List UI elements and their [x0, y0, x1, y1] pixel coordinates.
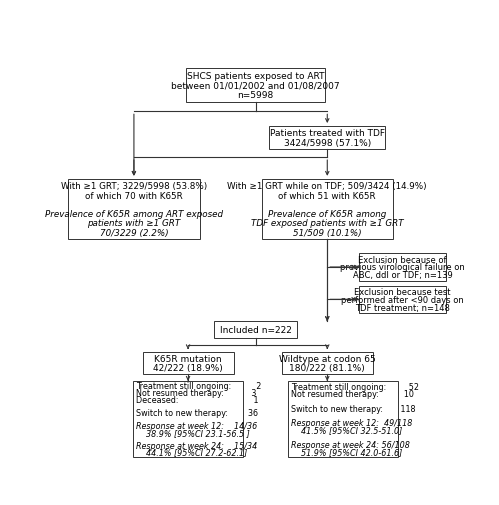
Text: Exclusion because test: Exclusion because test — [354, 287, 451, 296]
Text: Patients treated with TDF: Patients treated with TDF — [270, 129, 385, 138]
Text: TDF treatment; n=148: TDF treatment; n=148 — [355, 303, 450, 312]
Bar — [143, 352, 234, 374]
Text: ABC, ddI or TDF; n=139: ABC, ddI or TDF; n=139 — [353, 271, 453, 280]
Text: 3424/5998 (57.1%): 3424/5998 (57.1%) — [283, 138, 371, 147]
Text: With ≥1 GRT while on TDF; 509/3424 (14.9%): With ≥1 GRT while on TDF; 509/3424 (14.9… — [228, 182, 427, 191]
Text: Response at week 24: 56/108: Response at week 24: 56/108 — [291, 440, 410, 449]
Bar — [359, 286, 446, 313]
Text: Wildtype at codon 65: Wildtype at codon 65 — [279, 355, 376, 363]
Text: Included n=222: Included n=222 — [220, 325, 292, 334]
Text: With ≥1 GRT; 3229/5998 (53.8%): With ≥1 GRT; 3229/5998 (53.8%) — [61, 182, 207, 191]
Bar — [287, 381, 398, 457]
Text: Treatment still ongoing:          2: Treatment still ongoing: 2 — [136, 382, 261, 391]
Text: 51/509 (10.1%): 51/509 (10.1%) — [293, 228, 362, 237]
Text: Prevalence of K65R among: Prevalence of K65R among — [268, 210, 386, 219]
Text: TDF exposed patients with ≥1 GRT: TDF exposed patients with ≥1 GRT — [251, 219, 404, 228]
Text: K65R mutation: K65R mutation — [154, 355, 222, 363]
Text: 180/222 (81.1%): 180/222 (81.1%) — [289, 363, 365, 372]
Text: Response at week 12:  49/118: Response at week 12: 49/118 — [291, 418, 412, 427]
Text: 38.9% [95%CI 23.1-56.5 ]: 38.9% [95%CI 23.1-56.5 ] — [136, 428, 250, 437]
Text: Exclusion because of: Exclusion because of — [358, 255, 447, 264]
Text: 44.1% [95%CI 27.2-62.1]: 44.1% [95%CI 27.2-62.1] — [136, 447, 248, 457]
Text: patients with ≥1 GRT: patients with ≥1 GRT — [87, 219, 181, 228]
Text: 42/222 (18.9%): 42/222 (18.9%) — [153, 363, 223, 372]
Text: n=5998: n=5998 — [238, 91, 274, 100]
Bar — [68, 179, 200, 240]
Text: 41.5% [95%CI 32.5-51.0]: 41.5% [95%CI 32.5-51.0] — [291, 425, 402, 434]
Text: Deceased:                              1: Deceased: 1 — [136, 395, 258, 404]
Text: Response at week 12:    14/36: Response at week 12: 14/36 — [136, 421, 257, 430]
Text: Not resumed therapy:           3: Not resumed therapy: 3 — [136, 388, 256, 397]
Text: SHCS patients exposed to ART: SHCS patients exposed to ART — [187, 72, 324, 81]
Bar — [359, 254, 446, 281]
Text: Switch to new therapy:       118: Switch to new therapy: 118 — [291, 404, 415, 413]
Text: Prevalence of K65R among ART exposed: Prevalence of K65R among ART exposed — [45, 210, 223, 219]
Bar — [186, 69, 325, 103]
Bar — [133, 381, 243, 457]
Bar — [214, 322, 297, 338]
Text: 51.9% [95%CI 42.0-61.6]: 51.9% [95%CI 42.0-61.6] — [291, 447, 402, 456]
Text: Treatment still ongoing:         52: Treatment still ongoing: 52 — [291, 382, 419, 391]
Text: Response at week 24:    15/34: Response at week 24: 15/34 — [136, 441, 257, 450]
Text: 70/3229 (2.2%): 70/3229 (2.2%) — [100, 228, 168, 237]
Text: of which 51 with K65R: of which 51 with K65R — [278, 191, 376, 200]
Text: Not resumed therapy:          10: Not resumed therapy: 10 — [291, 389, 414, 398]
Text: Switch to new therapy:        36: Switch to new therapy: 36 — [136, 408, 258, 417]
Bar — [282, 352, 373, 374]
Text: performed after <90 days on: performed after <90 days on — [341, 295, 464, 304]
Bar — [269, 127, 385, 150]
Text: previous virological failure on: previous virological failure on — [340, 263, 465, 272]
Text: between 01/01/2002 and 01/08/2007: between 01/01/2002 and 01/08/2007 — [172, 81, 340, 90]
Bar — [261, 179, 393, 240]
Text: of which 70 with K65R: of which 70 with K65R — [85, 191, 183, 200]
